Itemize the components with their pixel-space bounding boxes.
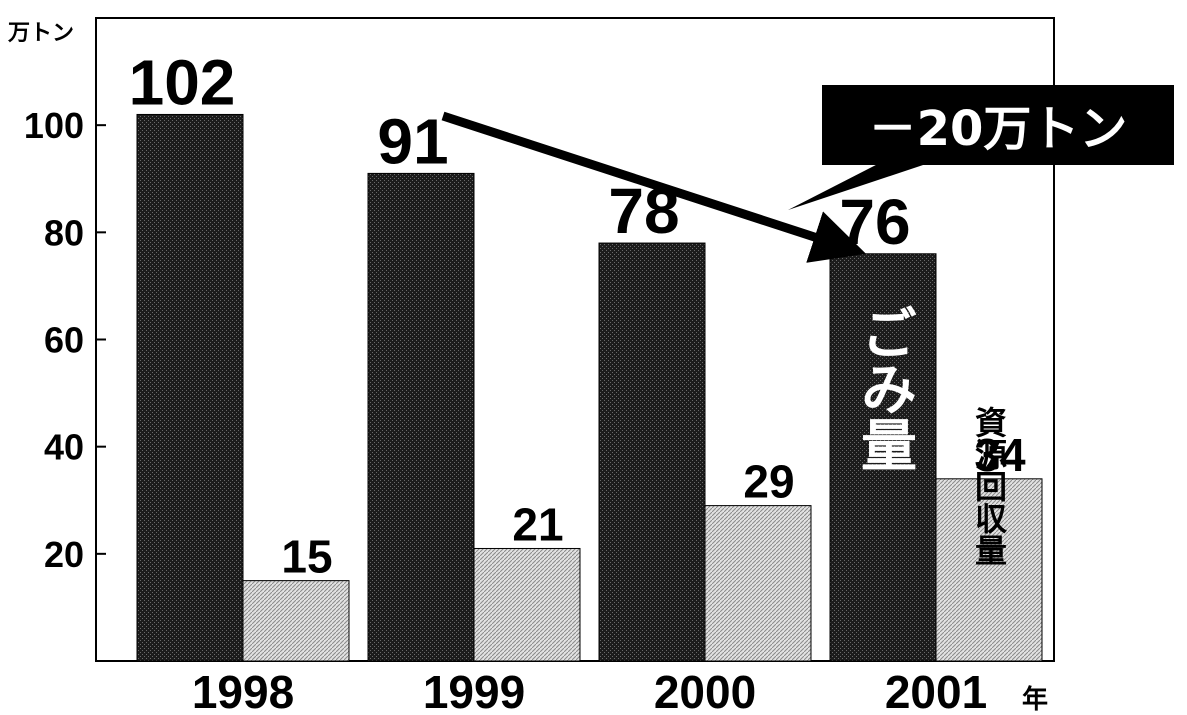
bar-recycle-1998: [242, 580, 350, 662]
year-suffix: 年: [1022, 684, 1048, 715]
bar-recycle-2000: [704, 505, 812, 662]
bar-garbage-1999: [367, 172, 475, 662]
series-label-garbage: ごみ量: [852, 304, 917, 472]
value-label-recycle-1999: 21: [512, 498, 563, 550]
value-label-garbage-1998: 102: [129, 46, 236, 118]
value-label-recycle-2000: 29: [743, 456, 794, 508]
bar-recycle-1999: [473, 547, 581, 662]
bar-garbage-2001: [829, 253, 937, 662]
y-tick-label: 100: [24, 105, 84, 146]
x-tick-label-2001: 2001: [885, 666, 987, 715]
x-tick-label-1998: 1998: [192, 666, 294, 715]
bars: [136, 113, 1043, 662]
y-tick-label: 60: [44, 320, 84, 361]
annotation-text: －20万トン: [869, 101, 1128, 157]
trend-arrow: [441, 111, 866, 263]
y-tick-label: 80: [44, 212, 84, 253]
y-tick-label: 40: [44, 427, 84, 468]
value-label-garbage-2001: 76: [839, 186, 910, 258]
y-unit-label: 万トン: [7, 21, 74, 46]
bar-garbage-2000: [598, 242, 706, 662]
bar-garbage-1998: [136, 113, 244, 662]
y-tick-label: 20: [44, 534, 84, 575]
x-tick-labels: 1998 1999 2000 2001: [192, 666, 987, 715]
value-label-recycle-2001: 34: [974, 429, 1026, 481]
x-tick-label-2000: 2000: [654, 666, 756, 715]
bar-recycle-2001: [935, 478, 1043, 662]
y-tick-labels: 20 40 60 80 100: [24, 105, 106, 575]
value-label-recycle-1998: 15: [281, 531, 332, 583]
series-label-recycle: 資源回収量: [970, 406, 1008, 566]
x-tick-label-1999: 1999: [423, 666, 525, 715]
annotation-callout-box: [822, 85, 1174, 165]
value-label-garbage-1999: 91: [377, 105, 448, 177]
